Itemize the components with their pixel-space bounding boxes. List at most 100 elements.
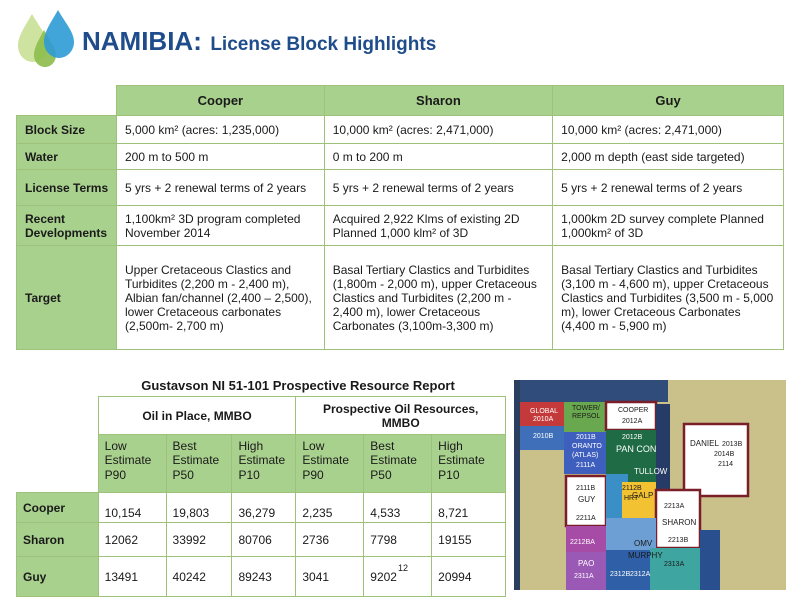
drop-blue xyxy=(44,10,74,58)
label-cooper-id: 2012A xyxy=(622,418,643,425)
cell: 13491 xyxy=(97,556,167,597)
block-south-blue xyxy=(700,530,720,590)
label-2211a: 2211A xyxy=(576,515,596,522)
row-label: License Terms xyxy=(16,169,117,206)
label-pao: PAO xyxy=(578,559,594,568)
row-block-size: Block Size 5,000 km² (acres: 1,235,000) … xyxy=(16,115,784,144)
row-water: Water 200 m to 500 m 0 m to 200 m 2,000 … xyxy=(16,143,784,170)
row-label: Sharon xyxy=(16,522,99,557)
cell: 10,154 xyxy=(97,492,167,523)
subheader: Best Estimate P50 xyxy=(363,434,433,493)
block-global-lower xyxy=(520,426,564,450)
subheader: Low Estimate P90 xyxy=(295,434,365,493)
cell: 10,000 km² (acres: 2,471,000) xyxy=(552,115,784,144)
cell: 5 yrs + 2 renewal terms of 2 years xyxy=(116,169,325,206)
cell: 10,000 km² (acres: 2,471,000) xyxy=(323,115,554,144)
cell: Upper Cretaceous Clastics and Turbidites… xyxy=(116,245,325,350)
label-2112b: 2112B xyxy=(622,485,642,492)
col-sharon: Sharon xyxy=(323,85,554,116)
subheader-row: Low Estimate P90 Best Estimate P50 High … xyxy=(17,434,506,493)
group-oil-in-place: Oil in Place, MMBO xyxy=(97,396,297,435)
header-blank xyxy=(17,435,99,493)
label-daniel: DANIEL xyxy=(690,439,719,448)
cell: 2,000 m depth (east side targeted) xyxy=(552,143,784,170)
cell: 0 m to 200 m xyxy=(323,143,554,170)
label-guy: GUY xyxy=(578,495,596,504)
label-atlas: (ATLAS) xyxy=(572,452,598,459)
cell: 40242 xyxy=(165,556,233,597)
license-block-map: GLOBAL 2010A 2010B TOWER/ REPSOL COOPER … xyxy=(514,380,786,590)
col-guy: Guy xyxy=(552,85,784,116)
cell: 4,533 xyxy=(363,492,433,523)
drop-green xyxy=(34,30,56,67)
header-blank xyxy=(17,397,99,435)
label-cooper: COOPER xyxy=(618,407,648,414)
group-prospective-resources: Prospective Oil Resources, MMBO xyxy=(295,396,506,435)
cell: 200 m to 500 m xyxy=(116,143,325,170)
row-label: Cooper xyxy=(16,492,99,523)
cell: 3041 xyxy=(295,556,365,597)
label-pancon: PAN CON xyxy=(616,444,656,454)
label-hrt: HRT xyxy=(624,495,639,502)
label-2312b: 2312B xyxy=(610,571,631,578)
cell: 19,803 xyxy=(165,492,233,523)
label-global-id2: 2010B xyxy=(533,433,554,440)
block-pao xyxy=(566,552,606,590)
cell: 8,721 xyxy=(431,492,506,523)
row-target: Target Upper Cretaceous Clastics and Tur… xyxy=(16,245,784,350)
label-sharon: SHARON xyxy=(662,518,696,527)
table-row: Cooper 10,154 19,803 36,279 2,235 4,533 … xyxy=(16,492,506,523)
label-global: GLOBAL xyxy=(530,408,558,415)
block-2212ba xyxy=(566,526,606,552)
cell: 36,279 xyxy=(231,492,297,523)
label-2111a: 2111A xyxy=(576,462,596,469)
resource-report-title: Gustavson NI 51-101 Prospective Resource… xyxy=(141,378,455,393)
resource-report-table: Oil in Place, MMBO Prospective Oil Resou… xyxy=(16,396,506,597)
map-dark-margin xyxy=(514,380,520,590)
block-omv xyxy=(606,518,656,550)
cell: 89243 xyxy=(231,556,297,597)
label-tower: TOWER/ xyxy=(572,405,600,412)
label-2114: 2114 xyxy=(718,461,733,468)
label-2212ba: 2212BA xyxy=(570,539,595,546)
header-blank xyxy=(16,85,117,116)
table-row: Guy 13491 40242 89243 3041 9202 20994 xyxy=(16,556,506,597)
cell: 2736 xyxy=(295,522,365,557)
block-oranto xyxy=(564,432,606,474)
block-daniel xyxy=(682,422,750,498)
cell: 19155 xyxy=(431,522,506,557)
company-logo xyxy=(18,10,74,67)
label-oranto: ORANTO xyxy=(572,443,602,450)
license-block-table: Cooper Sharon Guy Block Size 5,000 km² (… xyxy=(16,85,784,350)
cell: 80706 xyxy=(231,522,297,557)
block-cooper xyxy=(604,400,658,432)
cell: Basal Tertiary Clastics and Turbidites (… xyxy=(552,245,784,350)
label-2213a: 2213A xyxy=(664,503,685,510)
row-label: Water xyxy=(16,143,117,170)
subheader: High Estimate P10 xyxy=(431,434,506,493)
row-recent-developments: Recent Developments 1,100km² 3D program … xyxy=(16,205,784,246)
title-sub: License Block Highlights xyxy=(210,34,437,55)
label-2014b: 2014B xyxy=(714,451,735,458)
cell: 20994 xyxy=(431,556,506,597)
cell: 1,000km 2D survey complete Planned 1,000… xyxy=(552,205,784,246)
row-label: Target xyxy=(16,245,117,350)
block-galp xyxy=(622,482,656,522)
label-2012b: 2012B xyxy=(622,434,643,441)
row-license-terms: License Terms 5 yrs + 2 renewal terms of… xyxy=(16,169,784,206)
subheader: Low Estimate P90 xyxy=(97,434,167,493)
row-label: Block Size xyxy=(16,115,117,144)
label-2111b: 2111B xyxy=(576,485,596,492)
page-title: NAMIBIA: License Block Highlights xyxy=(82,26,436,57)
label-2311a: 2311A xyxy=(574,573,594,580)
map-top-strip xyxy=(520,380,668,402)
label-2011b: 2011B xyxy=(576,434,596,441)
cell: 1,100km² 3D program completed November 2… xyxy=(116,205,325,246)
group-header-row: Oil in Place, MMBO Prospective Oil Resou… xyxy=(17,396,506,435)
label-2213b: 2213B xyxy=(668,537,689,544)
subheader: Best Estimate P50 xyxy=(165,434,233,493)
label-tullow: TULLOW xyxy=(634,467,668,476)
label-omv: OMV xyxy=(634,539,653,548)
page-number: 12 xyxy=(398,563,409,573)
label-galp: GALP xyxy=(632,491,653,500)
